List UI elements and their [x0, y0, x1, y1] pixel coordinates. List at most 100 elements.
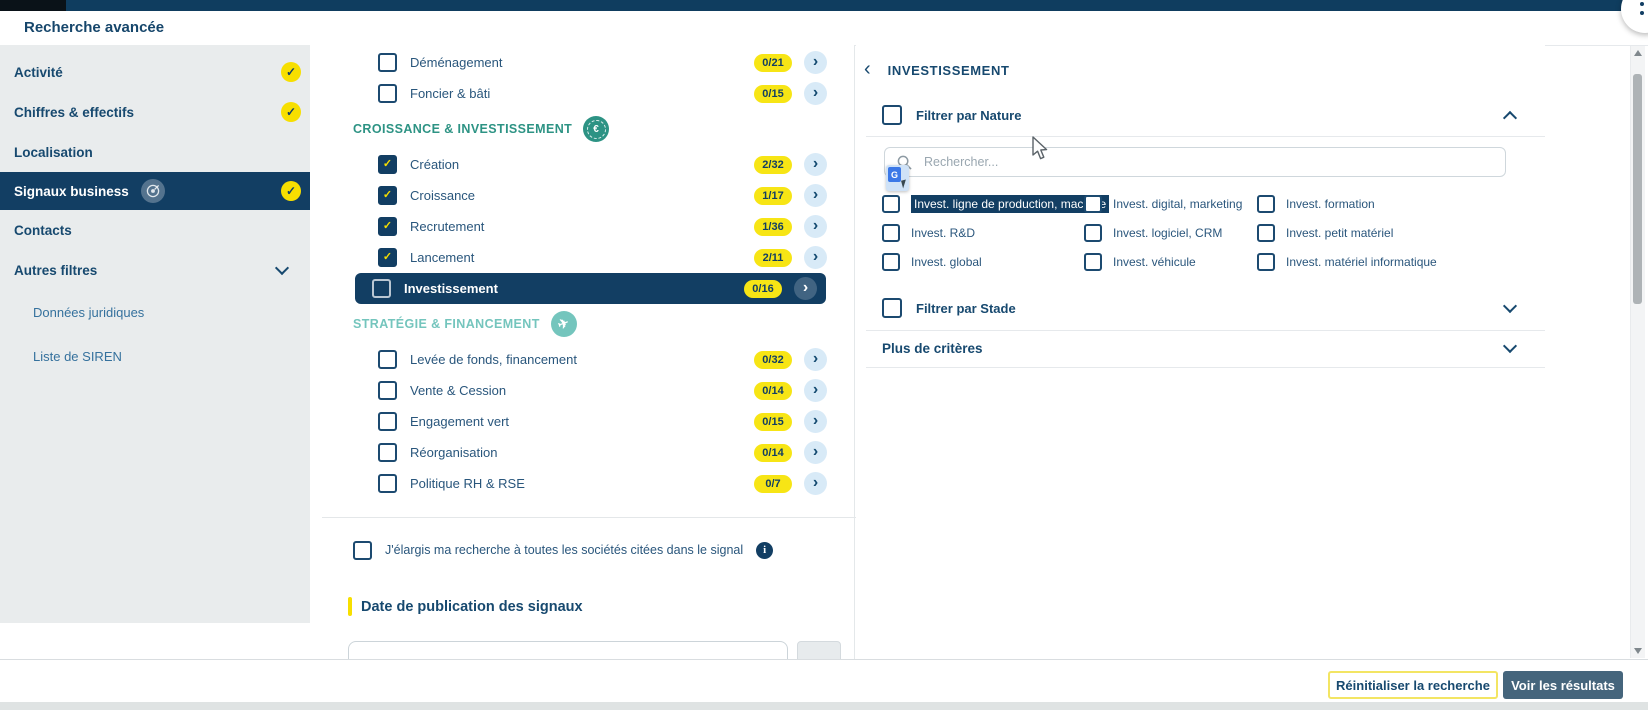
open-signal-chevron-button[interactable]: ›	[804, 184, 827, 207]
open-signal-chevron-button[interactable]: ›	[804, 51, 827, 74]
count-badge: 1/17	[754, 186, 792, 205]
filter-nature-row[interactable]: Filtrer par Nature	[882, 100, 1518, 130]
signal-row[interactable]: ✓ Levée de fonds, financement 0/32 ›	[310, 344, 854, 375]
signal-label: Déménagement	[410, 55, 503, 70]
nature-option-checkbox[interactable]	[882, 223, 900, 242]
sidebar-item-label: Contacts	[14, 222, 72, 238]
signal-section-label: STRATÉGIE & FINANCEMENT	[353, 317, 540, 331]
signal-checkbox[interactable]: ✓	[378, 84, 397, 103]
nature-option-checkbox[interactable]	[1257, 194, 1275, 213]
target-icon	[140, 179, 165, 203]
date-publication-input[interactable]	[348, 641, 788, 659]
signal-row[interactable]: ✓ Recrutement 1/36 ›	[310, 211, 854, 242]
check-circle-icon: ✓	[281, 181, 301, 201]
sidebar-item[interactable]: Chiffres & effectifs ✓	[0, 92, 310, 132]
signal-checkbox[interactable]: ✓	[378, 443, 397, 462]
signal-row[interactable]: ✓ Politique RH & RSE 0/7 ›	[310, 468, 854, 499]
signal-checkbox[interactable]: ✓	[372, 279, 391, 298]
sidebar-item[interactable]: Autres filtres	[0, 250, 310, 290]
nature-option-checkbox[interactable]	[1257, 252, 1275, 271]
nature-search-input[interactable]	[922, 154, 1505, 170]
nature-option[interactable]: Invest. R&D	[882, 218, 1084, 247]
chevron-down-icon[interactable]	[1502, 338, 1518, 354]
scrollbar-thumb[interactable]	[1633, 74, 1642, 304]
signal-row[interactable]: ✓ Déménagement 0/21 ›	[310, 47, 854, 78]
nature-option[interactable]: Invest. ligne de production, machine	[882, 189, 1110, 218]
nature-search-box[interactable]	[884, 147, 1506, 177]
nature-option[interactable]: Invest. véhicule	[1084, 247, 1257, 276]
nature-option[interactable]: Invest. global	[882, 247, 1084, 276]
open-signal-chevron-button[interactable]: ›	[804, 379, 827, 402]
signal-checkbox[interactable]: ✓	[378, 350, 397, 369]
signal-checkbox[interactable]: ✓	[378, 217, 397, 236]
nature-option-checkbox[interactable]	[1084, 252, 1102, 271]
nature-option-checkbox[interactable]	[1257, 223, 1275, 242]
nature-option[interactable]: Invest. petit matériel	[1257, 218, 1547, 247]
sidebar-item[interactable]: Liste de SIREN	[0, 334, 310, 378]
more-criteria-row[interactable]: Plus de critères	[882, 333, 1518, 363]
signal-row[interactable]: ✓ Foncier & bâti 0/15 ›	[310, 78, 854, 109]
nature-option[interactable]: Invest. logiciel, CRM	[1084, 218, 1257, 247]
euro-icon: €	[583, 116, 610, 142]
scroll-down-arrow-icon[interactable]	[1634, 648, 1642, 654]
nature-option[interactable]: Invest. matériel informatique	[1257, 247, 1547, 276]
open-signal-chevron-button[interactable]: ›	[804, 246, 827, 269]
signal-row[interactable]: ✓ Croissance 1/17 ›	[310, 180, 854, 211]
chevron-up-icon[interactable]	[1502, 110, 1518, 126]
nature-option-checkbox[interactable]	[882, 194, 900, 213]
signal-checkbox[interactable]: ✓	[378, 248, 397, 267]
nature-option-checkbox[interactable]	[882, 252, 900, 271]
open-signal-chevron-button[interactable]: ›	[804, 348, 827, 371]
nature-option-label: Invest. petit matériel	[1286, 225, 1394, 240]
open-signal-chevron-button[interactable]: ›	[804, 215, 827, 238]
signal-row[interactable]: ✓ Investissement 0/16 ›	[349, 273, 826, 304]
signal-row[interactable]: ✓ Engagement vert 0/15 ›	[310, 406, 854, 437]
back-chevron-icon[interactable]: ‹	[864, 58, 871, 80]
info-icon[interactable]: i	[756, 541, 774, 559]
sidebar: Activité ✓ Chiffres & effectifs ✓ Locali…	[0, 45, 310, 623]
date-publication-button[interactable]	[797, 641, 841, 659]
translate-popup-icon[interactable]: G	[886, 165, 909, 191]
nature-option-label: Invest. ligne de production, machine	[911, 194, 1110, 213]
see-results-button[interactable]: Voir les résultats	[1503, 671, 1623, 699]
filter-nature-checkbox[interactable]	[882, 105, 902, 125]
signal-checkbox[interactable]: ✓	[378, 186, 397, 205]
nature-option[interactable]: Invest. digital, marketing	[1084, 189, 1257, 218]
open-signal-chevron-button[interactable]: ›	[804, 410, 827, 433]
sidebar-item[interactable]: Activité ✓	[0, 52, 310, 92]
reset-search-button[interactable]: Réinitialiser la recherche	[1328, 671, 1498, 699]
expand-search-row[interactable]: J'élargis ma recherche à toutes les soci…	[353, 535, 774, 565]
sidebar-item-label: Données juridiques	[33, 304, 145, 320]
signal-checkbox[interactable]: ✓	[378, 53, 397, 72]
signal-checkbox[interactable]: ✓	[378, 381, 397, 400]
chevron-down-icon[interactable]	[1502, 298, 1518, 314]
signal-row[interactable]: ✓ Lancement 2/11 ›	[310, 242, 854, 273]
signal-row[interactable]: ✓ Création 2/32 ›	[310, 149, 854, 180]
nature-option[interactable]: Invest. formation	[1257, 189, 1547, 218]
signal-row[interactable]: ✓ Vente & Cession 0/14 ›	[310, 375, 854, 406]
chevron-down-icon	[274, 260, 290, 276]
filter-stade-row[interactable]: Filtrer par Stade	[882, 293, 1518, 323]
open-signal-chevron-button[interactable]: ›	[804, 441, 827, 464]
signal-checkbox[interactable]: ✓	[378, 412, 397, 431]
vertical-scrollbar[interactable]	[1630, 46, 1645, 658]
scroll-up-arrow-icon[interactable]	[1634, 50, 1642, 56]
sidebar-item[interactable]: Données juridiques	[0, 290, 310, 334]
sidebar-item-label: Autres filtres	[14, 262, 98, 278]
signal-row[interactable]: ✓ Réorganisation 0/14 ›	[310, 437, 854, 468]
open-signal-chevron-button[interactable]: ›	[804, 82, 827, 105]
signal-checkbox[interactable]: ✓	[378, 155, 397, 174]
nature-option-checkbox[interactable]	[1084, 194, 1102, 213]
count-badge: 0/15	[754, 412, 792, 431]
sidebar-item[interactable]: Signaux business ✓	[0, 172, 310, 210]
sidebar-item-label: Chiffres & effectifs	[14, 104, 135, 120]
signal-checkbox[interactable]: ✓	[378, 474, 397, 493]
open-signal-chevron-button[interactable]: ›	[794, 277, 817, 300]
expand-search-checkbox[interactable]	[353, 540, 372, 560]
open-signal-chevron-button[interactable]: ›	[804, 153, 827, 176]
sidebar-item[interactable]: Contacts	[0, 210, 310, 250]
open-signal-chevron-button[interactable]: ›	[804, 472, 827, 495]
sidebar-item[interactable]: Localisation	[0, 132, 310, 172]
filter-stade-checkbox[interactable]	[882, 298, 902, 318]
nature-option-checkbox[interactable]	[1084, 223, 1102, 242]
